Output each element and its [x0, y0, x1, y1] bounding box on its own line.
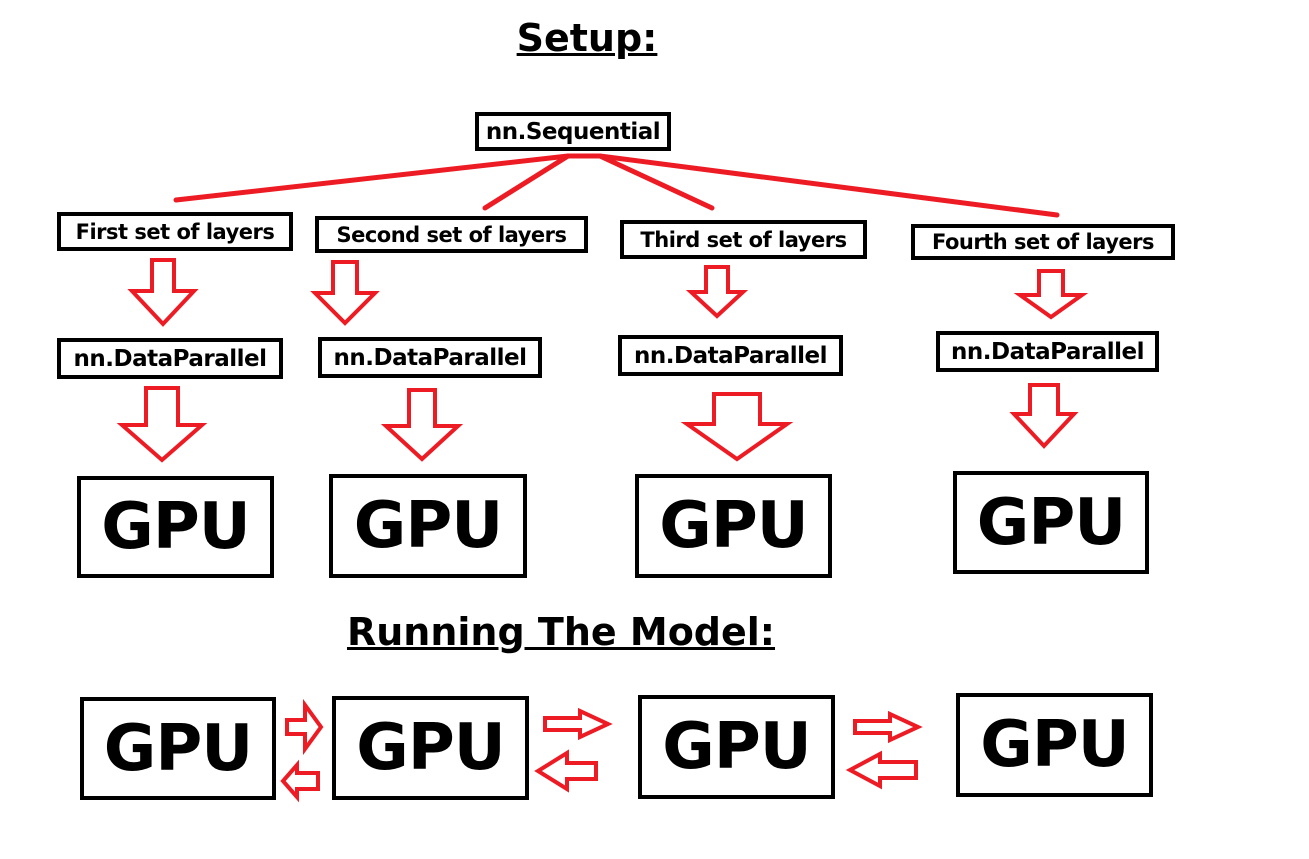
running-gpu-box-1: GPU	[80, 697, 276, 800]
third-layers-box: Third set of layers	[620, 220, 867, 259]
gpu-box-3: GPU	[635, 474, 832, 578]
right-arrow-icon	[285, 698, 324, 756]
down-arrow-icon	[680, 392, 794, 462]
right-arrow-icon	[543, 707, 613, 741]
left-arrow-icon	[534, 749, 598, 793]
running-gpu-box-3: GPU	[638, 695, 835, 799]
fourth-layers-box: Fourth set of layers	[911, 224, 1175, 260]
dataparallel-box-4: nn.DataParallel	[936, 331, 1159, 372]
down-arrow-icon	[380, 388, 464, 462]
connector-line-2	[482, 153, 571, 211]
down-arrow-icon	[685, 265, 749, 319]
down-arrow-icon	[116, 386, 208, 463]
right-arrow-icon	[853, 710, 923, 744]
dataparallel-box-3: nn.DataParallel	[618, 335, 843, 376]
first-layers-box: First set of layers	[57, 212, 293, 251]
down-arrow-icon	[1013, 269, 1089, 320]
connector-line-3	[597, 153, 715, 211]
running-gpu-box-2: GPU	[332, 696, 529, 800]
connector-line-4	[597, 153, 1060, 218]
dataparallel-box-1: nn.DataParallel	[57, 338, 283, 379]
gpu-box-2: GPU	[329, 474, 527, 578]
setup-title: Setup:	[516, 16, 658, 60]
gpu-box-4: GPU	[953, 471, 1149, 574]
left-arrow-icon	[280, 759, 320, 803]
left-arrow-icon	[845, 750, 918, 790]
down-arrow-icon	[310, 260, 380, 326]
down-arrow-icon	[1009, 383, 1079, 449]
running-title: Running The Model:	[346, 610, 776, 654]
nn-sequential-box: nn.Sequential	[475, 112, 671, 151]
second-layers-box: Second set of layers	[315, 216, 588, 253]
running-gpu-box-4: GPU	[956, 693, 1153, 797]
down-arrow-icon	[127, 258, 199, 327]
gpu-box-1: GPU	[77, 476, 274, 578]
connector-line-1	[173, 153, 571, 203]
dataparallel-box-2: nn.DataParallel	[318, 337, 542, 378]
